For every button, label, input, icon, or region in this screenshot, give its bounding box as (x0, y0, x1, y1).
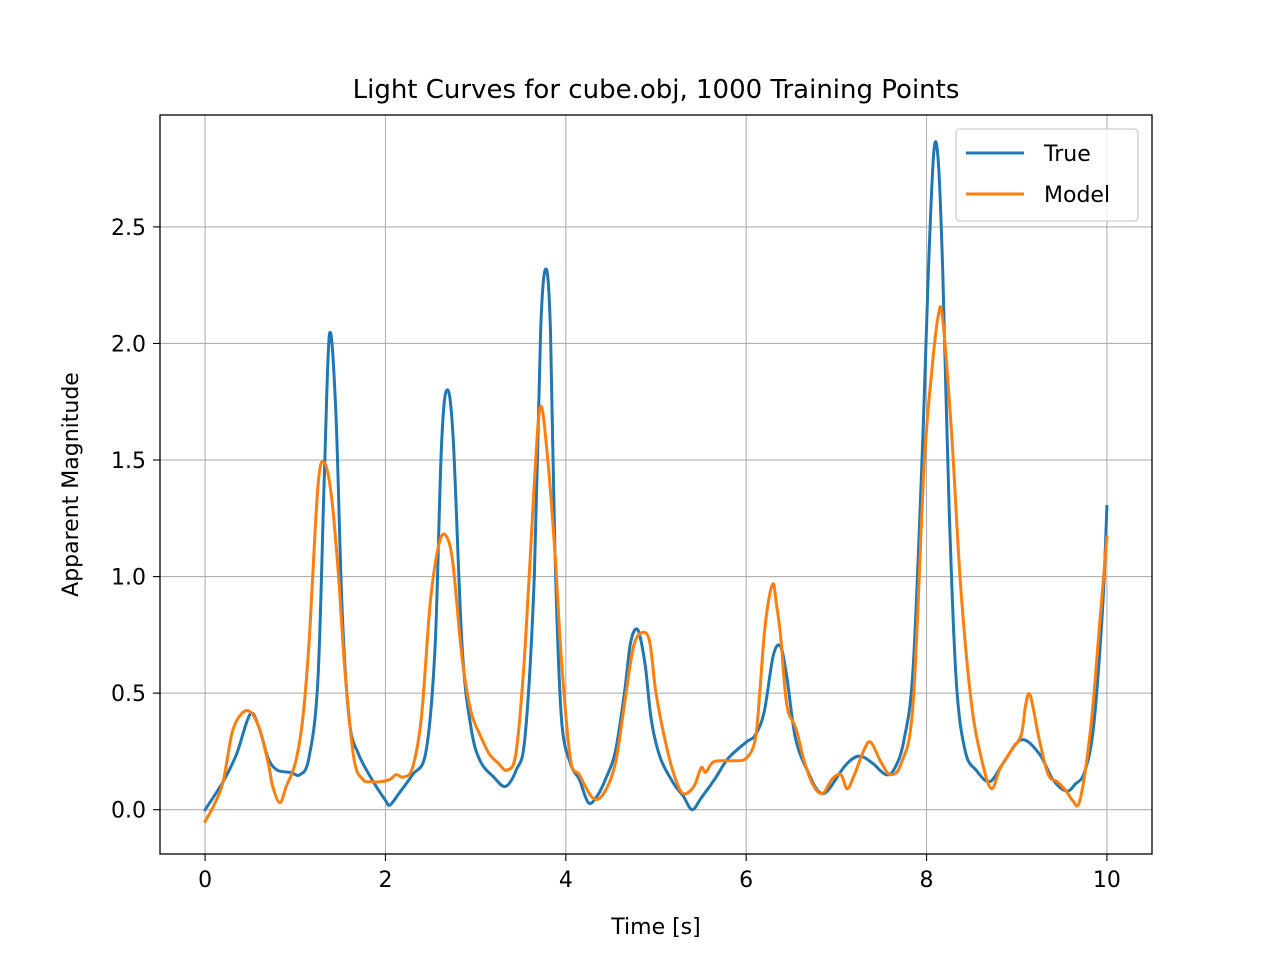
x-tick-label: 4 (559, 868, 573, 893)
y-tick-label: 0.0 (111, 799, 146, 824)
plot-frame (159, 114, 1153, 855)
chart-title: Light Curves for cube.obj, 1000 Training… (353, 75, 960, 105)
x-tick-label: 8 (920, 868, 934, 893)
legend: True Model (955, 128, 1139, 222)
x-tick-label: 6 (739, 868, 753, 893)
grid (160, 115, 1152, 854)
y-tick-label: 2.5 (111, 216, 146, 241)
ticks: 0 2 4 6 8 10 0.0 0.5 1.0 1.5 2.0 2.5 (111, 216, 1121, 893)
series-layer (203, 140, 1109, 824)
x-tick-label: 10 (1093, 868, 1121, 893)
y-tick-label: 2.0 (111, 332, 146, 357)
legend-label-true: True (1043, 142, 1091, 167)
legend-label-model: Model (1044, 183, 1110, 208)
x-tick-label: 0 (198, 868, 212, 893)
x-axis-label: Time [s] (610, 915, 700, 940)
x-tick-label: 2 (378, 868, 392, 893)
y-tick-label: 1.5 (111, 449, 146, 474)
y-tick-label: 1.0 (111, 566, 146, 591)
series-line-model (203, 305, 1109, 824)
y-tick-label: 0.5 (111, 682, 146, 707)
y-axis-label: Apparent Magnitude (59, 372, 84, 597)
